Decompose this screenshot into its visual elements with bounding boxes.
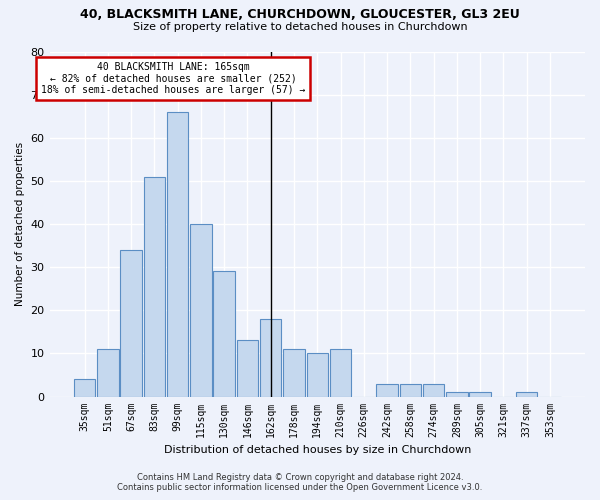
Bar bbox=[283, 349, 305, 397]
Bar bbox=[400, 384, 421, 396]
X-axis label: Distribution of detached houses by size in Churchdown: Distribution of detached houses by size … bbox=[164, 445, 471, 455]
Bar bbox=[214, 272, 235, 396]
Bar bbox=[446, 392, 467, 396]
Bar bbox=[97, 349, 119, 397]
Bar bbox=[260, 319, 281, 396]
Text: 40 BLACKSMITH LANE: 165sqm
← 82% of detached houses are smaller (252)
18% of sem: 40 BLACKSMITH LANE: 165sqm ← 82% of deta… bbox=[41, 62, 305, 96]
Bar bbox=[423, 384, 445, 396]
Text: 40, BLACKSMITH LANE, CHURCHDOWN, GLOUCESTER, GL3 2EU: 40, BLACKSMITH LANE, CHURCHDOWN, GLOUCES… bbox=[80, 8, 520, 20]
Bar bbox=[167, 112, 188, 397]
Bar bbox=[330, 349, 351, 397]
Bar bbox=[516, 392, 538, 396]
Bar bbox=[237, 340, 258, 396]
Bar bbox=[469, 392, 491, 396]
Y-axis label: Number of detached properties: Number of detached properties bbox=[15, 142, 25, 306]
Bar bbox=[190, 224, 212, 396]
Bar bbox=[376, 384, 398, 396]
Bar bbox=[74, 380, 95, 396]
Bar bbox=[121, 250, 142, 396]
Bar bbox=[143, 176, 165, 396]
Text: Size of property relative to detached houses in Churchdown: Size of property relative to detached ho… bbox=[133, 22, 467, 32]
Bar bbox=[307, 354, 328, 397]
Text: Contains HM Land Registry data © Crown copyright and database right 2024.
Contai: Contains HM Land Registry data © Crown c… bbox=[118, 473, 482, 492]
